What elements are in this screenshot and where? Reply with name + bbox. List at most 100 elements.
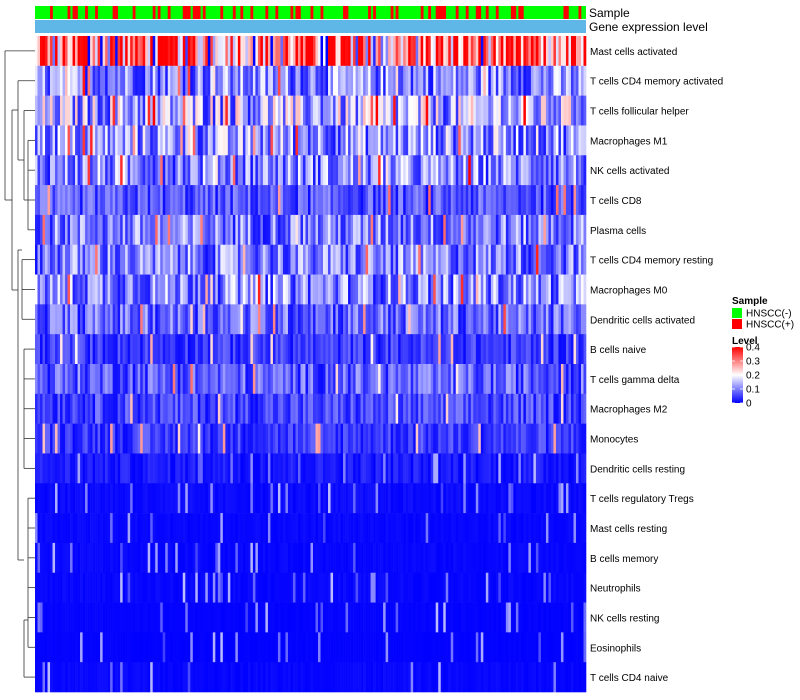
heatmap-row (35, 453, 587, 484)
row-label: T cells CD4 memory activated (590, 77, 723, 88)
sample-cell-positive (132, 6, 136, 19)
sample-cell-positive (455, 6, 459, 19)
sample-cell-positive (395, 6, 399, 19)
sample-cell-positive (250, 6, 254, 19)
sample-annotation-bar (35, 6, 586, 19)
row-label: T cells follicular helper (590, 107, 689, 118)
row-label: T cells gamma delta (590, 375, 680, 386)
row-label: Plasma cells (590, 226, 646, 237)
sample-cell-positive (438, 6, 442, 19)
sample-cell-positive (290, 6, 294, 19)
sample-cell-positive (435, 6, 439, 19)
heatmap-row (35, 36, 587, 67)
heatmap-row (35, 334, 587, 365)
legend-sample-title: Sample (732, 296, 768, 307)
legend-level-title: Level (732, 336, 758, 347)
legend-entry-label: HNSCC(-) (746, 309, 792, 320)
heatmap-row (35, 125, 587, 156)
sample-cell-positive (320, 6, 324, 19)
sample-cell-positive (50, 6, 53, 19)
legend-swatch (732, 308, 742, 318)
sample-cell-positive (275, 6, 279, 19)
heatmap-row (35, 602, 587, 633)
sample-cell-positive (563, 6, 567, 19)
row-label: T cells CD4 naive (590, 673, 669, 684)
sample-cell-positive (495, 6, 499, 19)
sample-cell-positive (295, 6, 299, 19)
sample-cell-positive (345, 6, 349, 19)
level-tick-label: 0.2 (746, 371, 760, 382)
sample-cell-positive (520, 6, 524, 19)
heatmap-row (35, 185, 587, 216)
sample-cell-positive (343, 6, 346, 19)
level-tick-label: 0.3 (746, 357, 760, 368)
sample-cell-positive (95, 6, 98, 19)
gene-expression-annotation-bar (35, 20, 586, 33)
sample-cell-positive (167, 6, 171, 19)
heatmap-row (35, 393, 587, 424)
heatmap-row (35, 244, 587, 275)
row-label: Eosinophils (590, 643, 641, 654)
sample-cell-positive (510, 6, 514, 19)
heatmap-row (35, 155, 587, 186)
annotation-label-gene-expression: Gene expression level (589, 20, 708, 34)
sample-cell-positive (373, 6, 376, 19)
heatmap-row (35, 513, 587, 544)
sample-cell-positive (115, 6, 118, 19)
heatmap-row (35, 65, 587, 96)
sample-cell-positive (85, 6, 88, 19)
level-tick-label: 0.4 (746, 343, 760, 354)
level-tick-label: 0.1 (746, 385, 760, 396)
sample-cell-positive (157, 6, 161, 19)
sample-cell-positive (182, 6, 186, 19)
row-label: Dendritic cells activated (590, 315, 695, 326)
row-label: T cells regulatory Tregs (590, 494, 694, 505)
heatmap-row (35, 95, 587, 126)
level-tick-label: 0 (746, 399, 752, 410)
heatmap-cells (35, 36, 587, 693)
sample-cell-positive (72, 6, 76, 19)
heatmap-row (35, 364, 587, 395)
heatmap-row (35, 214, 587, 246)
row-label: Mast cells resting (590, 524, 667, 535)
heatmap-row (35, 632, 587, 663)
row-dendrogram (4, 50, 35, 678)
row-label: Mast cells activated (590, 47, 677, 58)
row-label: T cells CD4 memory resting (590, 256, 713, 267)
sample-cell-positive (202, 6, 206, 19)
sample-cell-positive (197, 6, 201, 19)
row-label: T cells CD8 (590, 196, 642, 207)
sample-cell-positive (240, 6, 244, 19)
heatmap-row (35, 304, 587, 335)
row-label: B cells naive (590, 345, 647, 356)
sample-cell-positive (513, 6, 517, 19)
sample-cell-positive (390, 6, 394, 19)
sample-cell-positive (75, 6, 78, 19)
heatmap-row (35, 274, 587, 305)
sample-cell-positive (565, 6, 569, 19)
legend: Sample HNSCC(-)HNSCC(+) Level 0.4 0.3 0.2 0… (732, 296, 794, 410)
sample-cell-positive (265, 6, 269, 19)
sample-cell-positive (420, 6, 424, 19)
sample-cell-positive (112, 6, 116, 19)
row-label: B cells memory (590, 554, 658, 565)
sample-cell-positive (368, 6, 371, 19)
sample-cell-positive (185, 6, 189, 19)
level-color-bar (732, 347, 743, 403)
row-label: Neutrophils (590, 584, 641, 595)
sample-cell-positive (440, 6, 444, 19)
sample-cell-positive (485, 6, 489, 19)
sample-cell-positive (428, 6, 432, 19)
row-label: Macrophages M2 (590, 405, 668, 416)
sample-cell-positive (518, 6, 522, 19)
sample-cell-positive (475, 6, 479, 19)
sample-cell-positive (465, 6, 469, 19)
row-label: Macrophages M1 (590, 136, 668, 147)
row-labels: Mast cells activated T cells CD4 memory a… (590, 47, 723, 684)
heatmap-row (35, 483, 587, 514)
heatmap-row (35, 572, 587, 603)
row-label: Macrophages M0 (590, 285, 668, 296)
sample-cell-positive (578, 6, 582, 19)
sample-cell-positive (297, 6, 301, 19)
sample-cell-positive (187, 6, 191, 19)
